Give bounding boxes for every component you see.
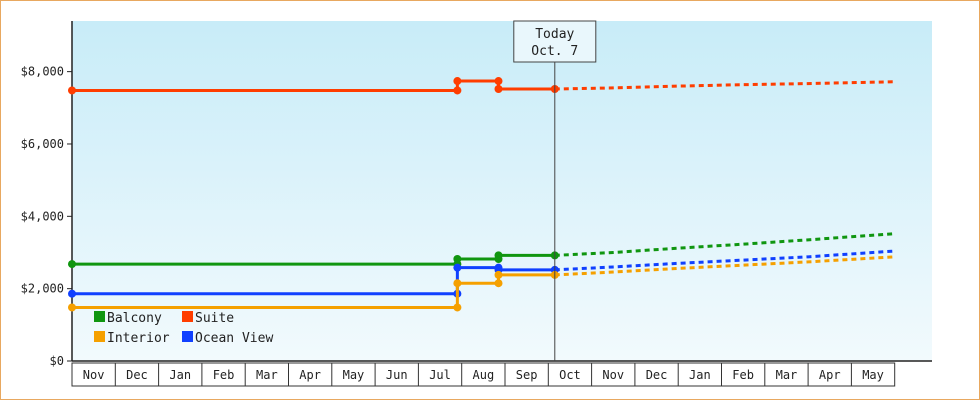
y-tick-label: $0 <box>50 354 64 368</box>
data-point-interior <box>453 279 462 288</box>
data-point-suite <box>453 77 462 86</box>
data-point-interior <box>453 303 462 312</box>
month-label: Jul <box>429 368 451 382</box>
month-label: Jan <box>169 368 191 382</box>
data-point-balcony <box>453 255 462 263</box>
data-point-suite <box>68 86 76 95</box>
month-label: Nov <box>602 368 624 382</box>
month-label: Nov <box>83 368 105 382</box>
legend-swatch-balcony <box>94 311 105 322</box>
today-marker: Today Oct. 7 <box>513 20 597 361</box>
month-label: Oct <box>559 368 581 382</box>
legend-swatch-ocean-view <box>182 331 193 342</box>
series-balcony-forecast <box>554 232 895 257</box>
month-label: Dec <box>126 368 148 382</box>
month-label: Apr <box>819 368 841 382</box>
month-label: Mar <box>256 368 278 382</box>
month-axis: Nov Dec Jan Feb Mar Apr May Jun Jul Aug Sep Oct Nov D… <box>71 362 896 387</box>
series-interior-history <box>72 273 555 309</box>
month-label: May <box>862 368 884 382</box>
month-label: Mar <box>776 368 798 382</box>
legend-swatch-interior <box>94 331 105 342</box>
month-label: Feb <box>213 368 235 382</box>
month-axis-box <box>71 362 896 387</box>
today-box <box>513 20 597 63</box>
data-point-interior <box>494 270 503 279</box>
month-label: Dec <box>646 368 668 382</box>
y-tick-label: $6,000 <box>21 137 64 151</box>
y-tick-label: $4,000 <box>21 209 64 223</box>
month-label: Apr <box>299 368 321 382</box>
data-point-balcony <box>494 251 503 260</box>
series-ocean-view-history <box>72 266 555 296</box>
month-label: Jan <box>689 368 711 382</box>
y-tick-label: $2,000 <box>21 282 64 296</box>
month-label: Aug <box>473 368 495 382</box>
data-point-suite <box>453 86 462 95</box>
today-label: Today <box>535 27 574 42</box>
data-point-suite <box>494 85 503 93</box>
series-interior-forecast <box>554 255 895 277</box>
data-point-ocean-view <box>68 289 76 298</box>
legend-label-suite: Suite <box>195 311 234 326</box>
legend: Balcony Suite Interior Ocean View <box>94 311 273 346</box>
data-point-interior <box>494 279 503 288</box>
month-label: May <box>343 368 365 382</box>
series-ocean-view-forecast <box>554 249 895 272</box>
plot-background <box>72 21 932 361</box>
legend-label-interior: Interior <box>107 331 170 346</box>
data-point-interior <box>68 303 76 312</box>
data-point-ocean-view <box>453 263 462 272</box>
legend-label-balcony: Balcony <box>107 311 162 326</box>
month-label: Feb <box>732 368 754 382</box>
legend-label-ocean-view: Ocean View <box>195 331 273 346</box>
data-point-suite <box>494 77 503 86</box>
legend-swatch-suite <box>182 311 193 322</box>
month-label: Jun <box>386 368 408 382</box>
today-date: Oct. 7 <box>531 44 578 59</box>
y-tick-label: $8,000 <box>21 65 64 79</box>
series-balcony-history <box>72 253 555 266</box>
axes: $0 $2,000 $4,000 $6,000 $8,000 <box>21 21 932 368</box>
series-layer <box>68 77 895 312</box>
series-suite-history <box>72 79 555 92</box>
series-suite-forecast <box>554 80 895 91</box>
month-label: Sep <box>516 368 538 382</box>
data-point-balcony <box>68 260 76 269</box>
